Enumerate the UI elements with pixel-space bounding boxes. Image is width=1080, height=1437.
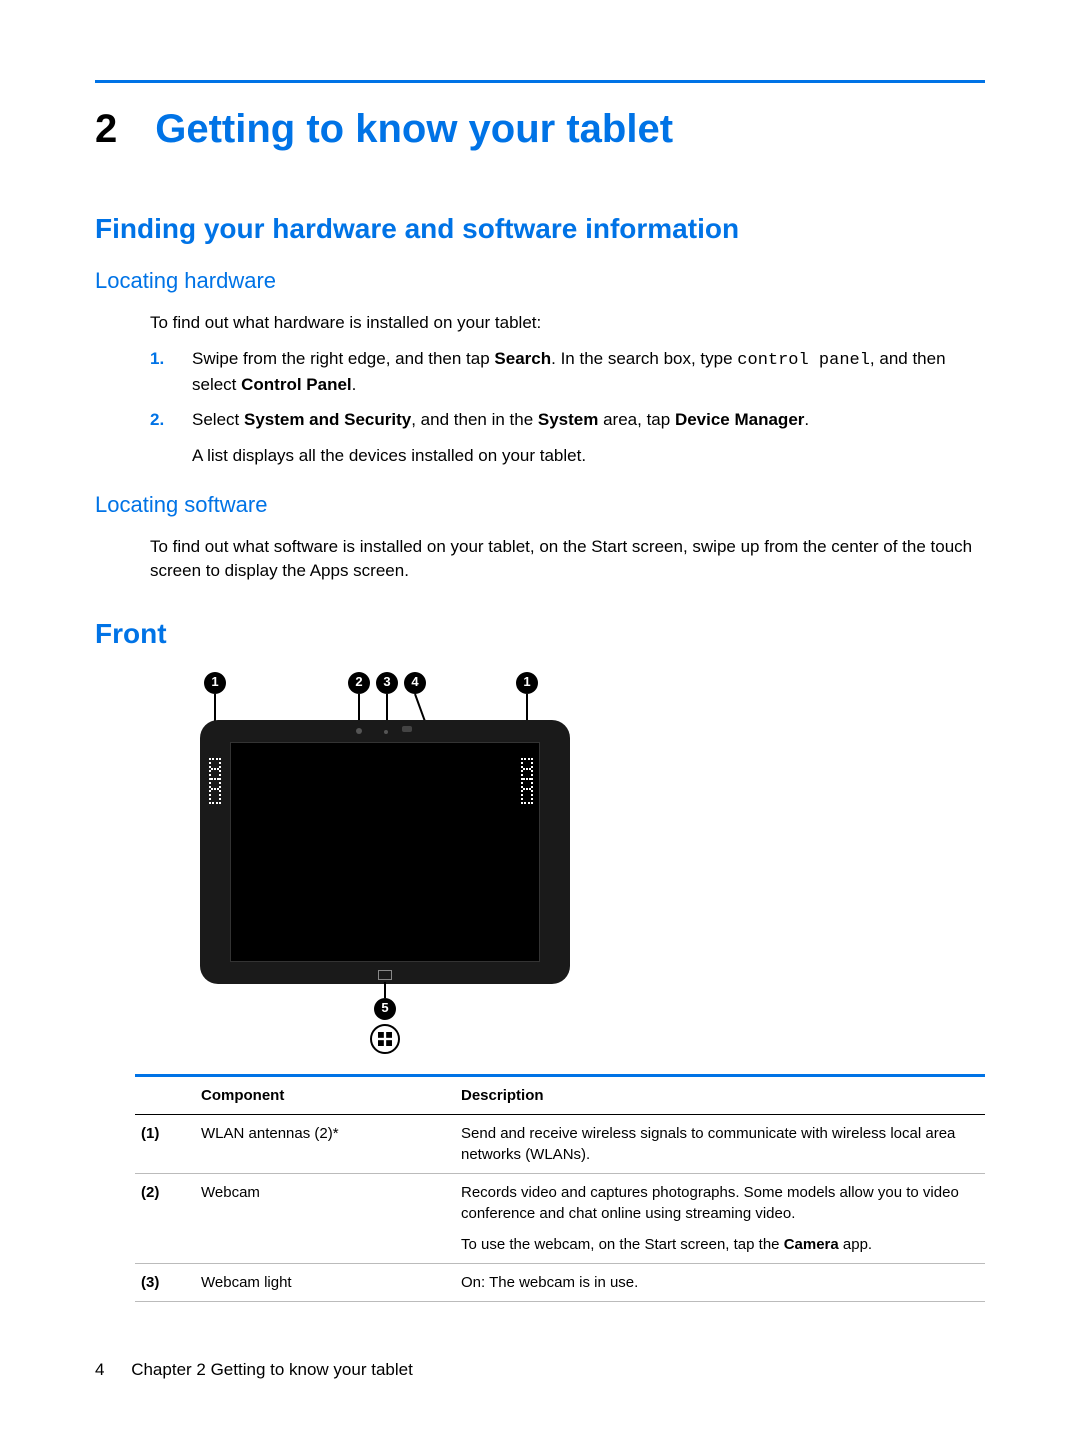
cell-num: (3)	[135, 1263, 195, 1301]
subsection-locating-software: Locating software	[95, 490, 985, 521]
antenna-right-icon	[521, 758, 533, 804]
hardware-after: A list displays all the devices installe…	[192, 444, 985, 468]
cell-component: Webcam light	[195, 1263, 455, 1301]
leader-line	[414, 693, 426, 722]
leader-line	[384, 982, 386, 998]
callout-1-left: 1	[204, 672, 226, 694]
webcam-dot-icon	[356, 728, 362, 734]
cell-description: On: The webcam is in use.	[455, 1263, 985, 1301]
hardware-steps: 1. Swipe from the right edge, and then t…	[150, 347, 985, 432]
callout-4: 4	[404, 672, 426, 694]
step-text: Swipe from the right edge, and then tap …	[192, 347, 985, 397]
tablet-front-diagram: 1 2 3 4 1 5	[170, 672, 580, 1054]
webcam-light-dot-icon	[384, 730, 388, 734]
section-title-finding: Finding your hardware and software infor…	[95, 209, 985, 248]
th-component: Component	[195, 1075, 455, 1114]
chapter-heading: 2 Getting to know your tablet	[95, 101, 985, 157]
subsection-locating-hardware: Locating hardware	[95, 266, 985, 297]
cell-description: Records video and captures photographs. …	[455, 1173, 985, 1263]
table-row: (1) WLAN antennas (2)* Send and receive …	[135, 1114, 985, 1173]
chapter-number: 2	[95, 101, 117, 157]
cell-num: (2)	[135, 1173, 195, 1263]
windows-button-icon	[378, 970, 392, 980]
sensor-slot-icon	[402, 726, 412, 732]
cell-component: Webcam	[195, 1173, 455, 1263]
tablet-screen	[230, 742, 540, 962]
cell-component: WLAN antennas (2)*	[195, 1114, 455, 1173]
component-table: Component Description (1) WLAN antennas …	[135, 1074, 985, 1302]
document-page: 2 Getting to know your tablet Finding yo…	[0, 0, 1080, 1362]
page-footer: 4 Chapter 2 Getting to know your tablet	[95, 1358, 413, 1382]
cell-description: Send and receive wireless signals to com…	[455, 1114, 985, 1173]
step-text: Select System and Security, and then in …	[192, 408, 985, 432]
footer-chapter-label: Chapter 2 Getting to know your tablet	[131, 1360, 413, 1379]
page-number: 4	[95, 1360, 104, 1379]
callout-5: 5	[374, 998, 396, 1020]
windows-logo-icon	[370, 1024, 400, 1054]
antenna-left-icon	[209, 758, 221, 804]
callout-1-right: 1	[516, 672, 538, 694]
step-1: 1. Swipe from the right edge, and then t…	[150, 347, 985, 397]
callout-3: 3	[376, 672, 398, 694]
th-blank	[135, 1075, 195, 1114]
callout-2: 2	[348, 672, 370, 694]
hardware-intro: To find out what hardware is installed o…	[150, 311, 985, 335]
software-text: To find out what software is installed o…	[150, 535, 985, 583]
chapter-title: Getting to know your tablet	[155, 101, 673, 157]
table-row: (2) Webcam Records video and captures ph…	[135, 1173, 985, 1263]
top-rule	[95, 80, 985, 83]
section-title-front: Front	[95, 614, 985, 653]
th-description: Description	[455, 1075, 985, 1114]
cell-num: (1)	[135, 1114, 195, 1173]
step-number: 1.	[150, 347, 192, 397]
step-2: 2. Select System and Security, and then …	[150, 408, 985, 432]
table-header-row: Component Description	[135, 1075, 985, 1114]
step-number: 2.	[150, 408, 192, 432]
table-row: (3) Webcam light On: The webcam is in us…	[135, 1263, 985, 1301]
